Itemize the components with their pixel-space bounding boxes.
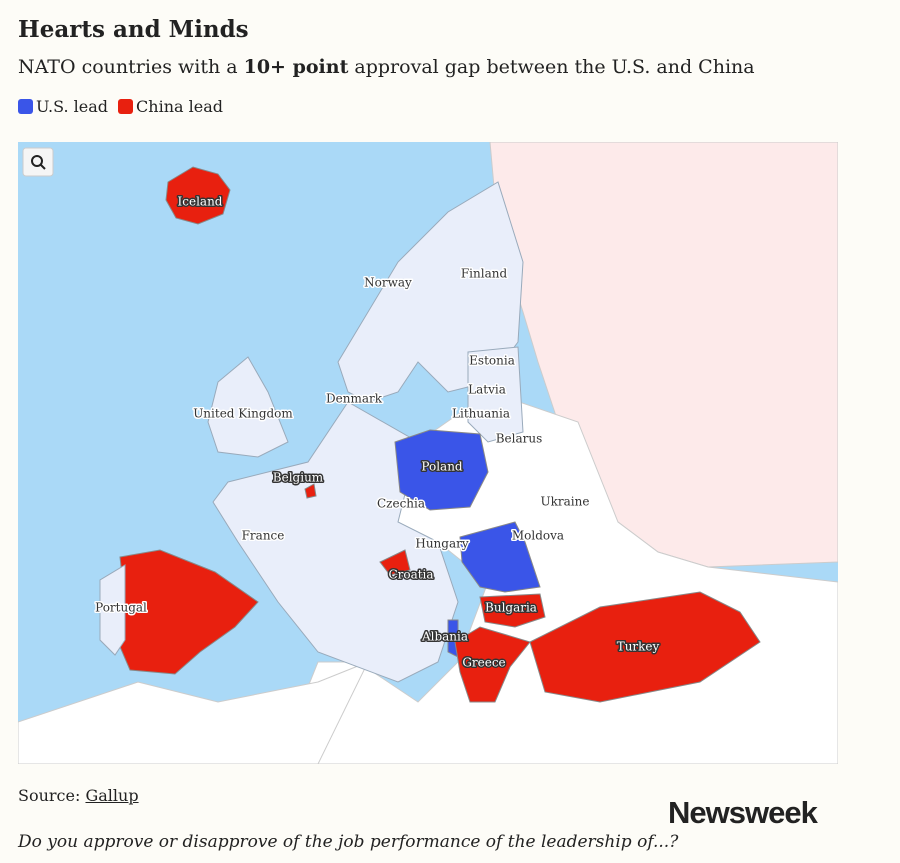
title: Hearts and Minds: [18, 16, 249, 43]
country-shape: [379, 549, 411, 576]
country-label: Belgium: [273, 471, 324, 485]
country-label: Latvia: [468, 383, 506, 397]
country-label: Belarus: [496, 432, 543, 446]
legend: U.S. lead China lead: [18, 97, 223, 116]
subtitle-bold: 10+ point: [243, 56, 349, 78]
country-shape: [479, 593, 546, 628]
country-label: Albania: [421, 630, 468, 644]
subtitle-text: approval gap between the U.S. and China: [354, 56, 755, 78]
legend-item: China lead: [118, 97, 223, 116]
country-label: Turkey: [617, 640, 660, 654]
uk: [207, 356, 289, 458]
country-label: Bulgaria: [485, 601, 537, 615]
question: Do you approve or disapprove of the job …: [18, 832, 679, 852]
legend-label: U.S. lead: [36, 97, 109, 116]
baltics: [467, 346, 524, 443]
country-label: Poland: [421, 460, 463, 474]
zoom-button[interactable]: [22, 147, 54, 177]
subtitle-text: NATO countries with a: [18, 56, 238, 78]
country-label: Moldova: [512, 529, 564, 543]
country-label: Iceland: [178, 195, 223, 209]
country-label: Norway: [364, 276, 412, 290]
country-label: France: [242, 529, 285, 543]
country-shape: [99, 564, 126, 656]
logo: Newsweek: [668, 795, 818, 830]
country-label: Portugal: [95, 601, 147, 615]
legend-label: China lead: [136, 97, 223, 116]
country-shape: [304, 483, 317, 499]
country-shape: [454, 626, 531, 703]
country-label: Czechia: [377, 497, 425, 511]
zoom-icon[interactable]: [31, 155, 43, 167]
zoom-icon[interactable]: [40, 164, 46, 170]
country-label: United Kingdom: [193, 407, 293, 421]
country-shape: [394, 429, 489, 511]
legend-swatch: [18, 99, 33, 114]
source-label: Source:: [18, 786, 81, 805]
country-shape: [165, 166, 231, 225]
country-label: Ukraine: [541, 495, 590, 509]
africa: [18, 661, 370, 764]
country-label: Hungary: [415, 537, 468, 551]
country-label: Finland: [461, 267, 508, 281]
map: Iceland Norway Finland Estonia Latvia Lithuan…: [18, 142, 838, 764]
country-label: Croatia: [388, 568, 433, 582]
legend-swatch: [118, 99, 134, 114]
country-shape: [529, 591, 761, 703]
legend-item: U.S. lead: [18, 97, 108, 116]
source-link[interactable]: Gallup: [85, 786, 139, 805]
country-label: Denmark: [326, 392, 383, 406]
country-label: Lithuania: [452, 407, 510, 421]
country-shape: [459, 521, 541, 593]
source: Source: Gallup: [18, 786, 139, 805]
subtitle: NATO countries with a 10+ point approval…: [18, 56, 755, 78]
country-label: Greece: [462, 656, 505, 670]
country-label: Estonia: [469, 354, 515, 368]
